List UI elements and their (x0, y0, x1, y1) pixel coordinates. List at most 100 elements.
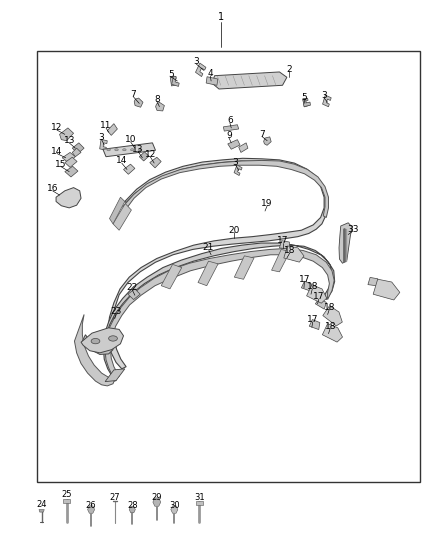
Polygon shape (309, 320, 320, 329)
Polygon shape (172, 76, 179, 86)
Text: 22: 22 (127, 284, 138, 292)
Polygon shape (307, 285, 327, 303)
Polygon shape (56, 188, 81, 208)
Ellipse shape (131, 149, 134, 151)
Text: 17: 17 (307, 316, 318, 324)
Text: 20: 20 (228, 226, 240, 235)
Text: 12: 12 (51, 124, 63, 132)
Text: 3: 3 (233, 158, 239, 167)
Text: 8: 8 (154, 95, 160, 103)
Text: 14: 14 (116, 157, 127, 165)
Polygon shape (323, 306, 343, 326)
Text: 6: 6 (227, 117, 233, 125)
Polygon shape (82, 335, 113, 354)
Polygon shape (272, 249, 290, 272)
Polygon shape (124, 164, 135, 174)
Text: 3: 3 (99, 133, 105, 142)
Ellipse shape (91, 338, 100, 344)
Polygon shape (284, 246, 304, 262)
Polygon shape (65, 157, 77, 167)
Text: 2: 2 (286, 65, 292, 74)
Text: 19: 19 (261, 199, 273, 208)
Polygon shape (322, 95, 331, 107)
Polygon shape (128, 289, 140, 300)
Polygon shape (223, 125, 239, 131)
Text: 9: 9 (226, 132, 232, 140)
Polygon shape (301, 281, 312, 291)
Polygon shape (139, 152, 149, 161)
Text: 15: 15 (55, 160, 66, 168)
Text: 33: 33 (347, 225, 358, 233)
Polygon shape (170, 76, 177, 86)
Bar (37, 51, 420, 482)
Polygon shape (72, 148, 81, 157)
Text: 18: 18 (307, 282, 318, 291)
Text: 26: 26 (86, 501, 96, 510)
Text: 23: 23 (110, 307, 122, 316)
Ellipse shape (115, 149, 118, 151)
Text: 21: 21 (203, 243, 214, 252)
Text: 13: 13 (132, 145, 144, 154)
Polygon shape (107, 124, 117, 135)
Text: 7: 7 (259, 130, 265, 139)
Polygon shape (234, 165, 242, 175)
Ellipse shape (107, 149, 110, 151)
Text: 25: 25 (61, 490, 72, 499)
Ellipse shape (138, 149, 142, 151)
Text: 18: 18 (284, 246, 296, 255)
Text: 1: 1 (218, 12, 224, 22)
Text: 3: 3 (193, 58, 199, 66)
Text: 5: 5 (301, 93, 307, 101)
Polygon shape (339, 223, 352, 263)
Polygon shape (228, 140, 240, 149)
Polygon shape (81, 328, 124, 353)
Polygon shape (303, 98, 311, 107)
Polygon shape (198, 261, 218, 286)
Polygon shape (77, 243, 335, 382)
Polygon shape (368, 277, 378, 286)
Ellipse shape (123, 149, 126, 151)
Polygon shape (373, 279, 400, 300)
Polygon shape (62, 152, 75, 163)
Text: 13: 13 (64, 136, 75, 145)
Polygon shape (105, 369, 125, 382)
Text: 10: 10 (125, 135, 136, 144)
Text: 27: 27 (110, 494, 120, 502)
Text: 4: 4 (208, 69, 213, 78)
Polygon shape (264, 137, 271, 146)
Text: 5: 5 (168, 70, 174, 79)
Text: 11: 11 (100, 122, 112, 130)
Polygon shape (279, 240, 290, 249)
Text: 28: 28 (127, 501, 138, 510)
Polygon shape (103, 143, 155, 157)
Text: 17: 17 (299, 275, 310, 284)
Polygon shape (113, 204, 131, 230)
Polygon shape (196, 501, 203, 505)
Text: 7: 7 (131, 91, 137, 99)
Polygon shape (110, 197, 125, 224)
Text: 16: 16 (47, 184, 58, 193)
Text: 14: 14 (51, 147, 63, 156)
Text: 24: 24 (36, 500, 47, 508)
Text: 17: 17 (277, 237, 288, 245)
Polygon shape (195, 63, 206, 77)
Ellipse shape (109, 336, 117, 341)
Polygon shape (100, 140, 107, 150)
Polygon shape (234, 256, 254, 279)
Polygon shape (129, 506, 135, 513)
Text: 30: 30 (169, 501, 180, 510)
Polygon shape (74, 248, 334, 386)
Text: 17: 17 (313, 293, 325, 301)
Polygon shape (123, 160, 328, 217)
Polygon shape (150, 157, 161, 168)
Polygon shape (63, 499, 70, 503)
Polygon shape (65, 166, 78, 177)
Polygon shape (88, 506, 95, 513)
Text: 18: 18 (325, 322, 336, 330)
Polygon shape (303, 98, 309, 107)
Polygon shape (322, 324, 343, 342)
Polygon shape (161, 264, 182, 289)
Text: 12: 12 (145, 150, 156, 159)
Polygon shape (315, 298, 326, 309)
Polygon shape (212, 72, 287, 89)
